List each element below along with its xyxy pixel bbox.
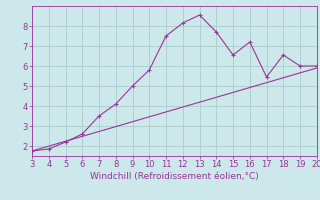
X-axis label: Windchill (Refroidissement éolien,°C): Windchill (Refroidissement éolien,°C)	[90, 172, 259, 181]
